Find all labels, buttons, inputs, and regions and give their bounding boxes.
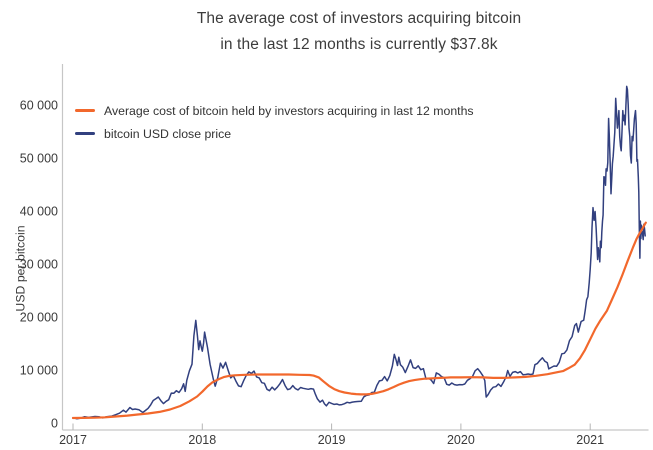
y-tick-label-10000: 10 000 — [20, 363, 58, 377]
close-price-line — [72, 85, 646, 420]
x-tick-label-2020: 2020 — [447, 433, 475, 447]
x-tick-label-2018: 2018 — [188, 433, 216, 447]
legend-item-close-price: bitcoin USD close price — [75, 122, 474, 145]
y-tick-label-50000: 50 000 — [20, 151, 58, 165]
y-tick-label-30000: 30 000 — [20, 257, 58, 271]
chart-title-line2: in the last 12 months is currently $37.8… — [220, 36, 498, 53]
x-tick-label-2019: 2019 — [318, 433, 346, 447]
avg-cost-line-swatch — [75, 109, 95, 112]
x-tick-label-2021: 2021 — [576, 433, 604, 447]
x-tick-label-2017: 2017 — [59, 433, 87, 447]
chart-title-line1: The average cost of investors acquiring … — [196, 10, 522, 27]
y-tick-label-0: 0 — [51, 416, 58, 430]
legend: Average cost of bitcoin held by investor… — [75, 99, 474, 145]
legend-item-avg-cost: Average cost of bitcoin held by investor… — [75, 99, 474, 122]
legend-label-close-price: bitcoin USD close price — [104, 126, 232, 141]
legend-label-avg-cost: Average cost of bitcoin held by investor… — [104, 103, 474, 118]
y-tick-label-20000: 20 000 — [20, 310, 58, 324]
avg-cost-line — [71, 221, 647, 420]
close-price-line-swatch — [75, 132, 95, 135]
y-axis-title: USD per bitcoin — [13, 225, 28, 312]
chart-title: The average cost of investors acquiring … — [59, 6, 653, 58]
y-tick-label-60000: 60 000 — [20, 98, 58, 112]
y-tick-label-40000: 40 000 — [20, 204, 58, 218]
